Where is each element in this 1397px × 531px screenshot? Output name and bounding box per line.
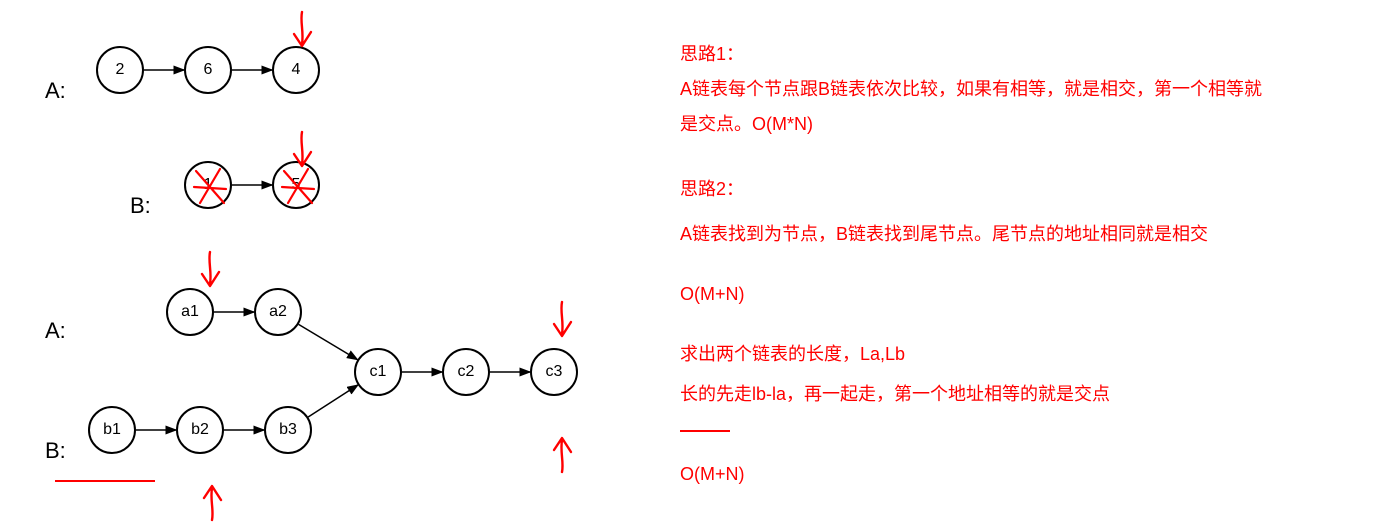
- annotation-arrow-ar6: [195, 478, 229, 527]
- note1-line1: A链表每个节点跟B链表依次比较，如果有相等，就是相交，第一个相等就: [680, 75, 1262, 104]
- note2-line1: A链表找到为节点，B链表找到尾节点。尾节点的地址相同就是相交: [680, 220, 1208, 249]
- annotation-arrow-ar1: [285, 10, 319, 59]
- edge-b3-c1: [308, 385, 358, 417]
- annotation-arrow-ar4: [545, 300, 579, 349]
- note2-title: 思路2：: [680, 175, 744, 204]
- annotation-arrow-ar5: [545, 430, 579, 479]
- node-c2: c2: [442, 348, 490, 396]
- note1-title: 思路1：: [680, 40, 744, 69]
- node-a_6: 6: [184, 46, 232, 94]
- node-a2: a2: [254, 288, 302, 336]
- node-c3: c3: [530, 348, 578, 396]
- annotation-arrow-ar3: [193, 250, 227, 299]
- node-c1: c1: [354, 348, 402, 396]
- note3-line1: 求出两个链表的长度，La,Lb: [680, 340, 905, 369]
- note3-complexity: O(M+N): [680, 460, 745, 489]
- note2-complexity: O(M+N): [680, 280, 745, 309]
- node-b2: b2: [176, 406, 224, 454]
- node-b1: b1: [88, 406, 136, 454]
- underline-note: [680, 430, 730, 432]
- node-b3: b3: [264, 406, 312, 454]
- annotation-arrow-ar2: [285, 130, 319, 179]
- edge-a2-c1: [299, 324, 358, 359]
- diagram-canvas: A: B: A: B: 26415a1a2b1b2b3c1c2c3 思路1： A…: [0, 0, 1397, 531]
- node-a_2: 2: [96, 46, 144, 94]
- note1-line2: 是交点。O(M*N): [680, 110, 813, 139]
- note3-line2: 长的先走lb-la，再一起走，第一个地址相等的就是交点: [680, 380, 1110, 409]
- underline-b-row: [55, 480, 155, 482]
- node-b_1: 1: [184, 161, 232, 209]
